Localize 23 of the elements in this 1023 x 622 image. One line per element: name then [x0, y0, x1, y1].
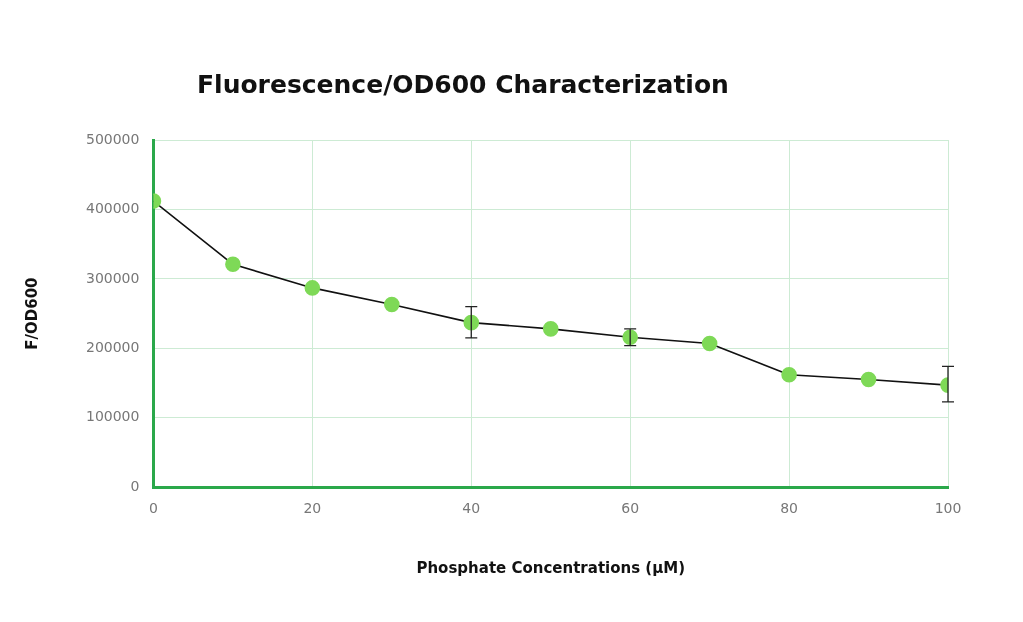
- y-tick-label: 0: [130, 477, 140, 494]
- x-tick-label: 40: [462, 500, 481, 517]
- y-tick-label: 500000: [85, 130, 140, 147]
- x-tick-label: 60: [621, 500, 640, 517]
- point: [701, 335, 718, 352]
- y-tick-label: 200000: [85, 338, 140, 355]
- x-tick-label: 80: [780, 500, 798, 517]
- x-axis-title: Phosphate Concentrations (µM): [416, 558, 685, 577]
- y-tick-label: 400000: [85, 200, 140, 217]
- point: [225, 256, 241, 273]
- y-axis-title: F/OD600: [22, 277, 41, 350]
- x-tick-label: 0: [148, 500, 158, 517]
- point: [463, 314, 480, 331]
- point: [542, 321, 559, 337]
- point: [781, 366, 797, 383]
- x-tick-label: 20: [303, 500, 322, 517]
- x-tick-label: 100: [934, 500, 962, 517]
- y-tick-label: 100000: [85, 408, 140, 425]
- y-tick-label: 300000: [85, 269, 140, 286]
- chart-title: Fluorescence/OD600 Characterization: [197, 70, 729, 99]
- point: [384, 296, 400, 313]
- point: [304, 280, 321, 296]
- point: [860, 371, 877, 388]
